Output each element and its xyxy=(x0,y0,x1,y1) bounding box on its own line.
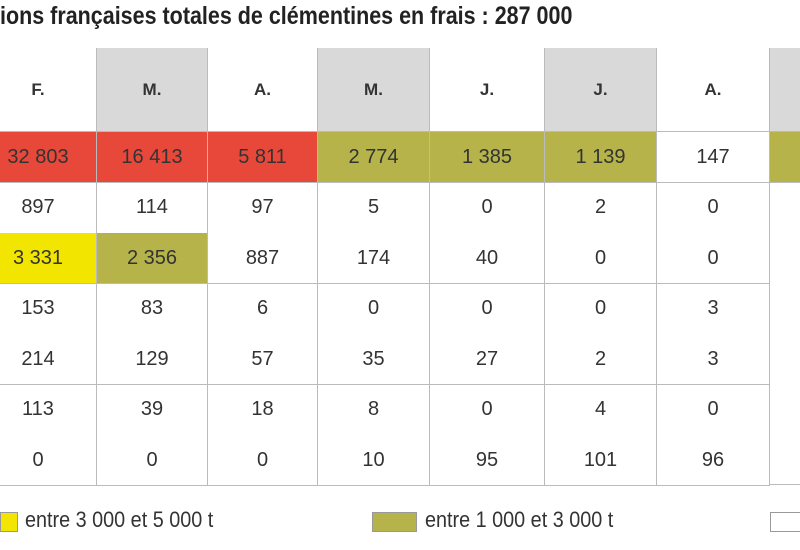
partial-cell xyxy=(770,183,800,485)
table-cell: 0 xyxy=(208,435,318,486)
table-cell: 96 xyxy=(657,435,770,486)
table-cell: 0 xyxy=(657,384,770,436)
table-cell: 3 331 xyxy=(0,233,97,284)
legend-label: entre 1 000 et 3 000 t xyxy=(425,507,614,532)
table-cell: 39 xyxy=(97,384,208,436)
partial-cell xyxy=(770,132,800,183)
column-header: M. xyxy=(97,48,208,132)
table-cell: 97 xyxy=(208,182,318,234)
table-cell: 0 xyxy=(430,384,545,436)
table-cell: 114 xyxy=(97,182,208,234)
legend-swatch xyxy=(770,512,800,532)
table-cell: 214 xyxy=(0,334,97,385)
table-cell: 113 xyxy=(0,384,97,436)
table-cell: 0 xyxy=(430,182,545,234)
partial-header xyxy=(770,48,800,132)
table-cell: 0 xyxy=(97,435,208,486)
table-cell: 5 xyxy=(318,182,430,234)
table-cell: 8 xyxy=(318,384,430,436)
table-cell: 2 356 xyxy=(97,233,208,284)
legend-swatch xyxy=(0,512,18,532)
table-cell: 2 xyxy=(545,334,657,385)
table-cell: 32 803 xyxy=(0,132,97,183)
table-cell: 147 xyxy=(657,132,770,183)
table-cell: 27 xyxy=(430,334,545,385)
table-cell: 6 xyxy=(208,283,318,335)
table-cell: 0 xyxy=(657,182,770,234)
legend-swatch xyxy=(372,512,417,532)
table-cell: 0 xyxy=(0,435,97,486)
table-cell: 887 xyxy=(208,233,318,284)
table-cell: 1 139 xyxy=(545,132,657,183)
table-cell: 57 xyxy=(208,334,318,385)
column-header: J. xyxy=(545,48,657,132)
column-header: M. xyxy=(318,48,430,132)
table-cell: 3 xyxy=(657,334,770,385)
table-cell: 0 xyxy=(545,233,657,284)
column-header: F. xyxy=(0,48,97,132)
legend-label: entre 3 000 et 5 000 t xyxy=(25,507,214,532)
table-cell: 16 413 xyxy=(97,132,208,183)
table-cell: 83 xyxy=(97,283,208,335)
table-cell: 10 xyxy=(318,435,430,486)
column-header: J. xyxy=(430,48,545,132)
table-cell: 174 xyxy=(318,233,430,284)
table-cell: 1 385 xyxy=(430,132,545,183)
table-cell: 18 xyxy=(208,384,318,436)
table-cell: 129 xyxy=(97,334,208,385)
table-cell: 35 xyxy=(318,334,430,385)
table-cell: 0 xyxy=(318,283,430,335)
table-cell: 101 xyxy=(545,435,657,486)
column-header: A. xyxy=(657,48,770,132)
table-cell: 5 811 xyxy=(208,132,318,183)
table-cell: 2 774 xyxy=(318,132,430,183)
table-cell: 0 xyxy=(657,233,770,284)
table-cell: 3 xyxy=(657,283,770,335)
table-cell: 2 xyxy=(545,182,657,234)
table-cell: 153 xyxy=(0,283,97,335)
table-cell: 40 xyxy=(430,233,545,284)
table-cell: 0 xyxy=(545,283,657,335)
table-cell: 95 xyxy=(430,435,545,486)
table-cell: 4 xyxy=(545,384,657,436)
column-header: A. xyxy=(208,48,318,132)
title: ions françaises totales de clémentines e… xyxy=(0,2,573,30)
table-cell: 897 xyxy=(0,182,97,234)
table-cell: 0 xyxy=(430,283,545,335)
